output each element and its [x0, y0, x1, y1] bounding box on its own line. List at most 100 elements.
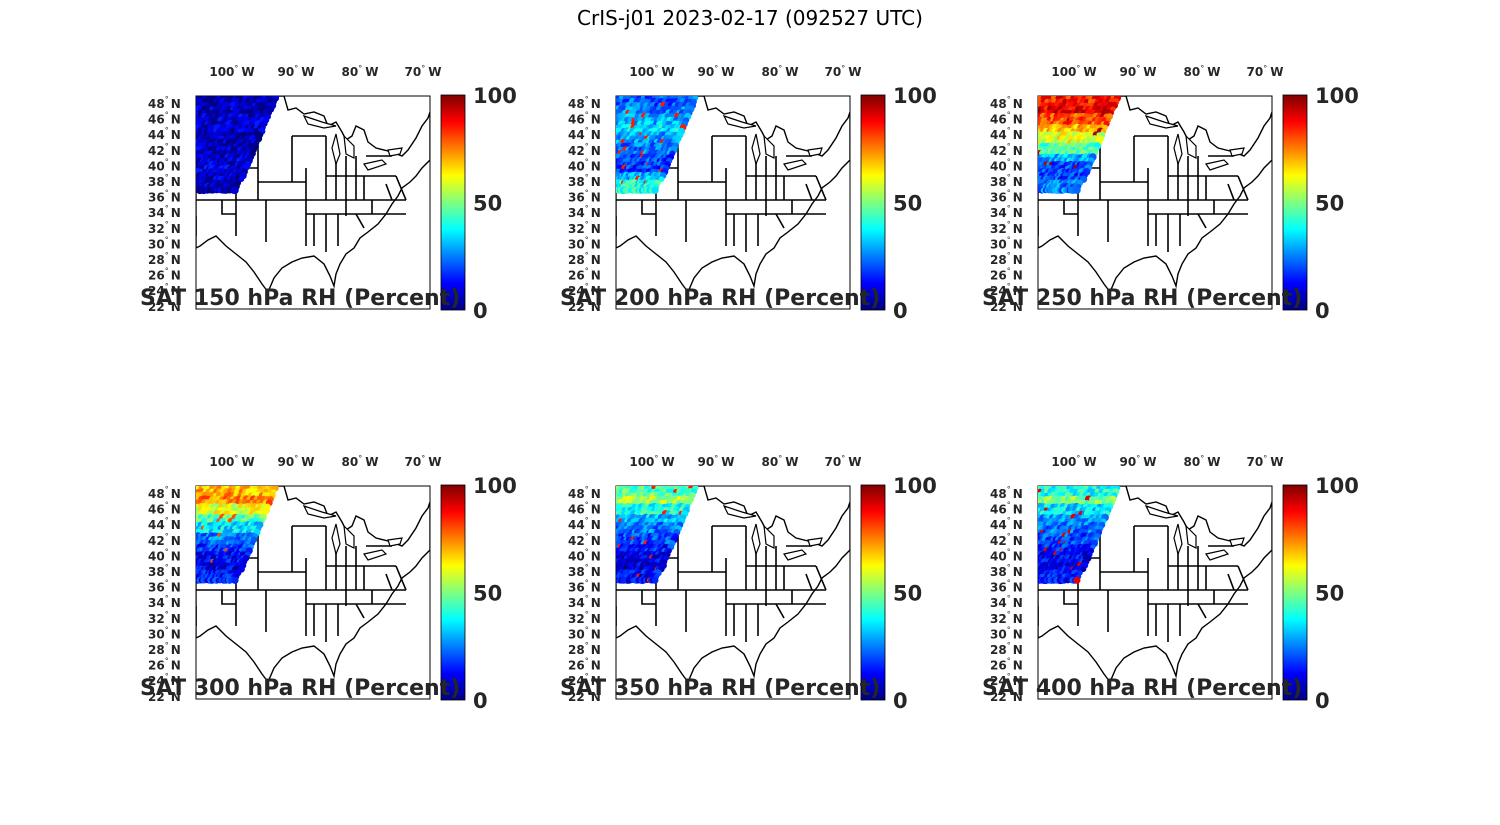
latitude-tick-label: 40° N [568, 157, 601, 173]
latitude-tick-label: 28° N [990, 251, 1023, 267]
latitude-tick-label: 38° N [148, 563, 181, 579]
latitude-tick-label: 26° N [148, 267, 181, 283]
rh-observation-point [651, 576, 659, 584]
great-lake [751, 523, 761, 556]
great-lake [722, 504, 757, 519]
rh-observation-point [231, 186, 239, 195]
latitude-tick-label: 34° N [990, 594, 1023, 610]
rh-map-panel: 100° W 90° W 80° W 70° W 48° N 46° N 44° N 42° N 40° N 38°… [560, 450, 980, 750]
great-lake [387, 537, 403, 547]
great-lake [807, 147, 823, 157]
rh-map-panel: 100° W 90° W 80° W 70° W 48° N 46° N 44° N 42° N 40° N 38°… [982, 60, 1402, 360]
state-boundary [385, 573, 393, 591]
longitude-tick-label: 70° W [405, 64, 442, 79]
colorbar-tick-label: 0 [1315, 689, 1330, 713]
latitude-tick-label: 46° N [990, 501, 1023, 517]
latitude-tick-label: 28° N [990, 641, 1023, 657]
great-lake [1205, 159, 1230, 171]
latitude-tick-label: 24° N [148, 672, 181, 688]
colorbar-tick-label: 100 [893, 84, 937, 108]
great-lake [387, 147, 403, 157]
colorbar-tick-label: 50 [1315, 582, 1344, 606]
satellite-swath [616, 96, 699, 195]
longitude-tick-label: 100° W [629, 454, 674, 469]
rh-observation-point [238, 176, 245, 182]
state-boundary [221, 590, 236, 605]
great-lake [783, 159, 808, 171]
rh-observation-point [1073, 576, 1081, 584]
colorbar-tick-label: 0 [473, 689, 488, 713]
colorbar-tick-label: 100 [1315, 84, 1359, 108]
latitude-tick-label: 38° N [568, 173, 601, 189]
state-boundary [385, 183, 393, 201]
latitude-tick-label: 42° N [568, 532, 601, 548]
longitude-tick-label: 100° W [209, 64, 254, 79]
colorbar-tick-label: 50 [473, 582, 502, 606]
latitude-tick-label: 30° N [148, 625, 181, 641]
rh-map-svg: 100° W 90° W 80° W 70° W 48° N46° N44° N42° N40° N38°… [148, 454, 517, 713]
latitude-tick-label: 36° N [990, 189, 1023, 205]
map-content [196, 486, 430, 684]
latitude-tick-label: 36° N [990, 579, 1023, 595]
latitude-tick-label: 22° N [990, 298, 1023, 314]
longitude-tick-label: 100° W [1051, 64, 1096, 79]
great-lake [1185, 134, 1197, 159]
colorbar-tick-label: 0 [893, 299, 908, 323]
satellite-swath [616, 486, 699, 585]
state-boundary [815, 565, 827, 591]
longitude-tick-label: 70° W [825, 64, 862, 79]
state-boundary [1227, 573, 1235, 591]
latitude-tick-label: 38° N [990, 563, 1023, 579]
rh-observation-point [1073, 186, 1081, 194]
rh-map-svg: 100° W 90° W 80° W 70° W 48° N46° N44° N42° N40° N38°… [148, 64, 517, 323]
great-lake [1144, 504, 1179, 519]
latitude-tick-label: 44° N [990, 126, 1023, 142]
state-boundary [395, 565, 407, 591]
latitude-tick-label: 48° N [148, 485, 181, 501]
satellite-swath [1038, 486, 1121, 585]
latitude-tick-label: 24° N [568, 672, 601, 688]
longitude-tick-label: 80° W [1184, 454, 1221, 469]
latitude-tick-label: 34° N [148, 594, 181, 610]
state-boundary [1237, 565, 1249, 591]
longitude-tick-label: 90° W [1120, 454, 1157, 469]
latitude-tick-label: 42° N [148, 142, 181, 158]
latitude-tick-label: 48° N [990, 485, 1023, 501]
state-boundary [805, 573, 813, 591]
state-boundary [1227, 183, 1235, 201]
latitude-tick-label: 42° N [990, 532, 1023, 548]
longitude-tick-label: 100° W [629, 64, 674, 79]
state-boundary [1063, 200, 1078, 215]
latitude-tick-label: 22° N [568, 298, 601, 314]
latitude-tick-label: 42° N [990, 142, 1023, 158]
latitude-tick-label: 28° N [568, 251, 601, 267]
colorbar [440, 94, 466, 311]
colorbar-tick-label: 100 [1315, 474, 1359, 498]
great-lake [302, 504, 337, 519]
longitude-tick-label: 80° W [342, 64, 379, 79]
rh-map-svg: 100° W 90° W 80° W 70° W 48° N46° N44° N42° N40° N38°… [568, 454, 937, 713]
rh-observation-point [658, 176, 665, 182]
rh-map-svg: 100° W 90° W 80° W 70° W 48° N46° N44° N42° N40° N38°… [990, 64, 1359, 323]
great-lake [1173, 133, 1183, 166]
rh-observation-point [651, 186, 659, 194]
panel-caption: SAT 400 hPa RH (Percent) [982, 676, 1303, 701]
latitude-tick-label: 30° N [148, 235, 181, 251]
colorbar-tick-label: 50 [473, 192, 502, 216]
rh-map-panel: 100° W 90° W 80° W 70° W 48° N 46° N 44° N 42° N 40° N 38°… [140, 60, 560, 360]
latitude-tick-label: 22° N [990, 688, 1023, 704]
colorbar [440, 484, 466, 701]
great-lake [1205, 549, 1230, 561]
colorbar [1282, 484, 1308, 701]
longitude-tick-label: 90° W [278, 64, 315, 79]
longitude-tick-label: 100° W [1051, 454, 1096, 469]
great-lake [751, 133, 761, 166]
latitude-tick-label: 34° N [148, 204, 181, 220]
page-title: CrIS-j01 2023-02-17 (092527 UTC) [577, 6, 923, 30]
longitude-tick-label: 90° W [698, 64, 735, 79]
colorbar [860, 484, 886, 701]
latitude-tick-label: 38° N [990, 173, 1023, 189]
longitude-tick-label: 70° W [405, 454, 442, 469]
great-lake [1229, 147, 1245, 157]
latitude-tick-label: 26° N [990, 657, 1023, 673]
